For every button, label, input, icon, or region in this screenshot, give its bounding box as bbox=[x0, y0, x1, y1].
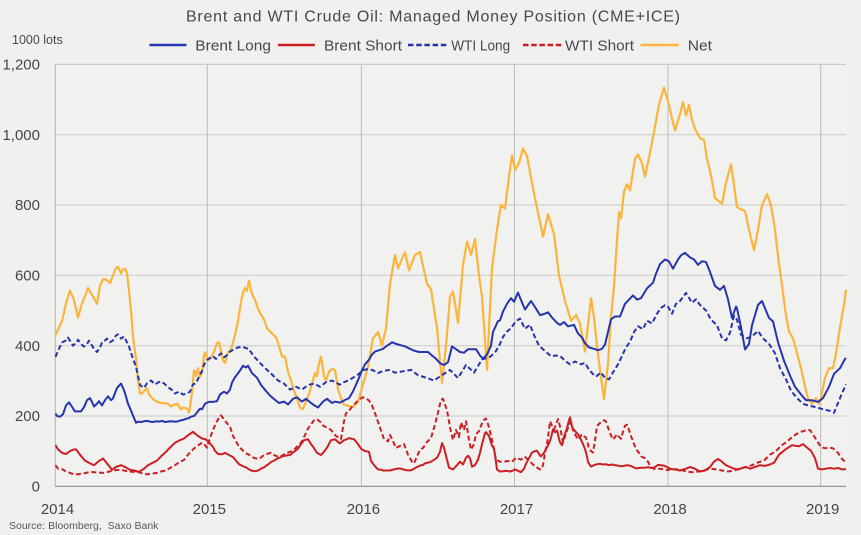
svg-text:Net: Net bbox=[688, 37, 713, 54]
svg-text:WTI Short: WTI Short bbox=[565, 37, 635, 54]
svg-text:2017: 2017 bbox=[500, 501, 533, 518]
svg-text:0: 0 bbox=[32, 479, 40, 496]
svg-text:2019: 2019 bbox=[806, 501, 839, 518]
svg-text:1000 lots: 1000 lots bbox=[12, 33, 63, 47]
svg-text:Brent Short: Brent Short bbox=[324, 37, 403, 54]
svg-text:Brent and WTI Crude Oil: Manag: Brent and WTI Crude Oil: Managed Money P… bbox=[186, 9, 680, 26]
svg-text:800: 800 bbox=[15, 197, 40, 214]
svg-text:1,200: 1,200 bbox=[2, 57, 40, 74]
svg-text:2018: 2018 bbox=[653, 501, 686, 518]
svg-text:2014: 2014 bbox=[41, 501, 74, 518]
svg-text:Source: Bloomberg, Saxo Bank: Source: Bloomberg, Saxo Bank bbox=[9, 520, 159, 532]
svg-text:400: 400 bbox=[15, 338, 40, 355]
svg-text:2016: 2016 bbox=[347, 501, 380, 518]
svg-text:200: 200 bbox=[15, 408, 40, 425]
svg-text:1,000: 1,000 bbox=[2, 127, 40, 144]
svg-text:Brent Long: Brent Long bbox=[195, 37, 271, 54]
svg-text:WTI Long: WTI Long bbox=[451, 37, 510, 54]
svg-text:600: 600 bbox=[15, 268, 40, 285]
svg-text:2015: 2015 bbox=[193, 501, 226, 518]
